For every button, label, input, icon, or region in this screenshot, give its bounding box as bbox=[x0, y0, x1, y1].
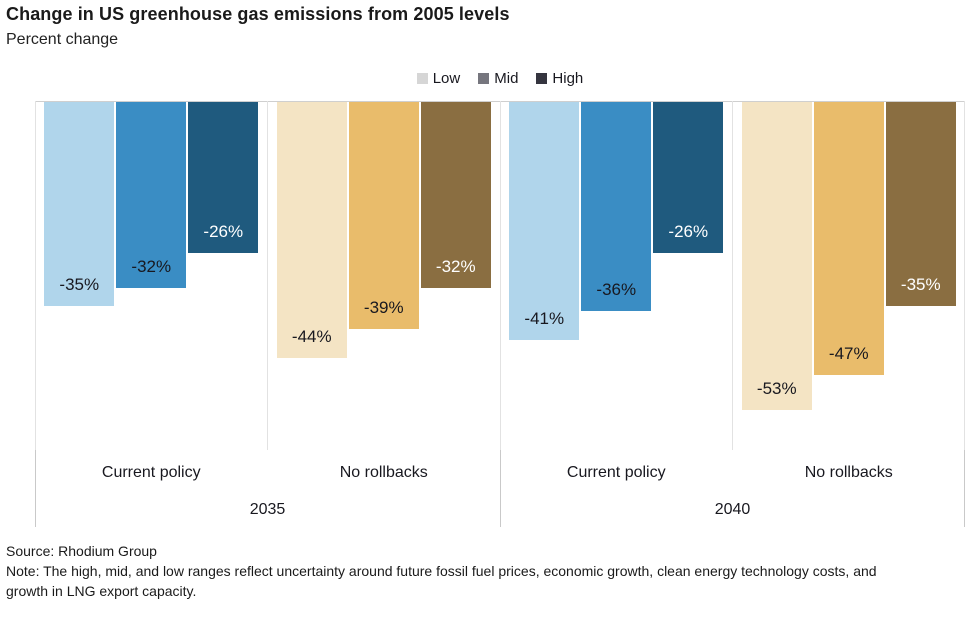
legend-swatch-mid bbox=[478, 73, 490, 84]
legend-item-low: Low bbox=[416, 70, 461, 87]
chart-title: Change in US greenhouse gas emissions fr… bbox=[6, 4, 510, 24]
bar-value-label: -26% bbox=[668, 222, 709, 241]
bar-group-2040-current-policy: -41% -36% -26% bbox=[500, 102, 733, 451]
plot-border-left bbox=[35, 101, 36, 527]
year-label: 2035 bbox=[249, 501, 286, 518]
scenario-label: No rollbacks bbox=[804, 464, 893, 481]
chart-subtitle: Percent change bbox=[6, 31, 119, 48]
legend-label: Mid bbox=[494, 70, 519, 87]
legend: Low Mid High bbox=[35, 70, 965, 87]
scenario-label: Current policy bbox=[101, 464, 201, 481]
bar-high: -26% bbox=[188, 102, 259, 253]
footer: Source: Rhodium Group Note: The high, mi… bbox=[6, 541, 911, 601]
bar-low: -53% bbox=[741, 102, 812, 410]
bar-low: -41% bbox=[509, 102, 580, 340]
bar-value-label: -47% bbox=[828, 344, 869, 363]
bar-mid: -32% bbox=[116, 102, 187, 288]
bar-value-label: -26% bbox=[203, 222, 244, 241]
bar-value-label: -44% bbox=[291, 327, 332, 346]
chart-area: -35% -32% -26% -44% -39% -32% -41% -36% -26% -53%… bbox=[35, 101, 965, 531]
source-text: Source: Rhodium Group bbox=[6, 543, 157, 559]
bar-value-label: -35% bbox=[59, 275, 100, 294]
bar-mid: -39% bbox=[348, 102, 419, 329]
bar-value-label: -53% bbox=[756, 379, 797, 398]
scenario-label: No rollbacks bbox=[339, 464, 428, 481]
legend-item-mid: Mid bbox=[478, 70, 518, 87]
legend-item-high: High bbox=[536, 70, 583, 87]
plot-border-right bbox=[964, 101, 965, 527]
scenario-label: Current policy bbox=[566, 464, 666, 481]
bar-groups: -35% -32% -26% -44% -39% -32% -41% -36% -26% -53%… bbox=[35, 102, 965, 451]
bar-high: -32% bbox=[420, 102, 491, 288]
bar-value-label: -32% bbox=[435, 257, 476, 276]
scenario-divider-2040 bbox=[732, 101, 733, 450]
scenario-axis-labels: Current policy No rollbacks Current policy… bbox=[35, 450, 965, 496]
legend-label: High bbox=[552, 70, 584, 87]
bar-value-label: -36% bbox=[596, 280, 637, 299]
year-axis-labels: 2035 2040 bbox=[35, 495, 965, 525]
bar-group-2035-current-policy: -35% -32% -26% bbox=[35, 102, 268, 451]
year-divider bbox=[500, 101, 501, 527]
bar-value-label: -41% bbox=[524, 309, 565, 328]
note-text: Note: The high, mid, and low ranges refl… bbox=[6, 563, 877, 599]
bar-value-label: -39% bbox=[363, 298, 404, 317]
bar-high: -35% bbox=[885, 102, 956, 306]
legend-swatch-low bbox=[416, 73, 428, 84]
bar-low: -44% bbox=[276, 102, 347, 358]
bar-group-2035-no-rollbacks: -44% -39% -32% bbox=[268, 102, 501, 451]
bar-value-label: -32% bbox=[131, 257, 172, 276]
bar-low: -35% bbox=[44, 102, 115, 306]
bar-mid: -47% bbox=[813, 102, 884, 375]
legend-label: Low bbox=[432, 70, 461, 87]
bar-mid: -36% bbox=[581, 102, 652, 311]
scenario-divider-2035 bbox=[267, 101, 268, 450]
bar-value-label: -35% bbox=[900, 275, 941, 294]
legend-swatch-high bbox=[536, 73, 548, 84]
bar-group-2040-no-rollbacks: -53% -47% -35% bbox=[733, 102, 966, 451]
bar-high: -26% bbox=[653, 102, 724, 253]
year-label: 2040 bbox=[714, 501, 751, 518]
